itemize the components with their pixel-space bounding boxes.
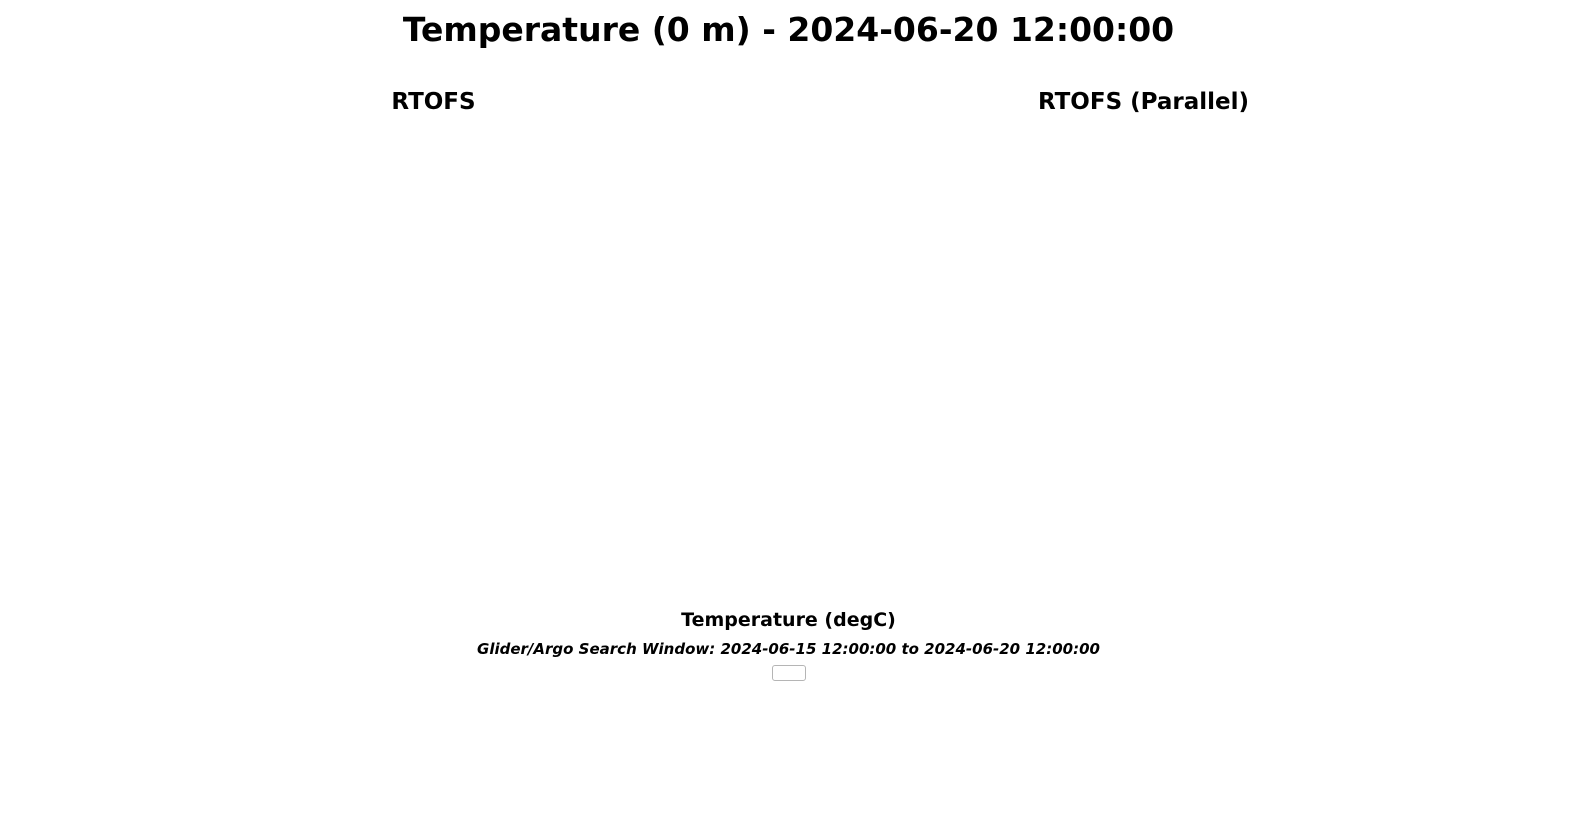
x-axis-labels-rtofs xyxy=(93,533,775,561)
colorbar: Temperature (degC) xyxy=(118,583,1459,631)
figure-root: Temperature (0 m) - 2024-06-20 12:00:00 … xyxy=(0,10,1577,681)
panel-rtofs: RTOFS xyxy=(93,89,775,561)
colorbar-tick-labels xyxy=(118,583,1459,608)
panel-rtofs-parallel: RTOFS (Parallel) xyxy=(803,89,1485,561)
x-axis-labels-rtofs-parallel xyxy=(803,533,1485,561)
figure-title: Temperature (0 m) - 2024-06-20 12:00:00 xyxy=(402,10,1175,49)
map-rtofs xyxy=(93,119,775,524)
subplot-title-rtofs: RTOFS xyxy=(391,89,476,115)
map-rtofs-parallel xyxy=(803,119,1485,524)
legend xyxy=(771,665,806,681)
colorbar-label: Temperature (degC) xyxy=(681,609,896,631)
subplot-title-rtofs-parallel: RTOFS (Parallel) xyxy=(1037,89,1250,115)
maps-row: RTOFS RTOFS (Parallel) xyxy=(0,89,1577,561)
search-window-text: Glider/Argo Search Window: 2024-06-15 12… xyxy=(477,640,1100,658)
